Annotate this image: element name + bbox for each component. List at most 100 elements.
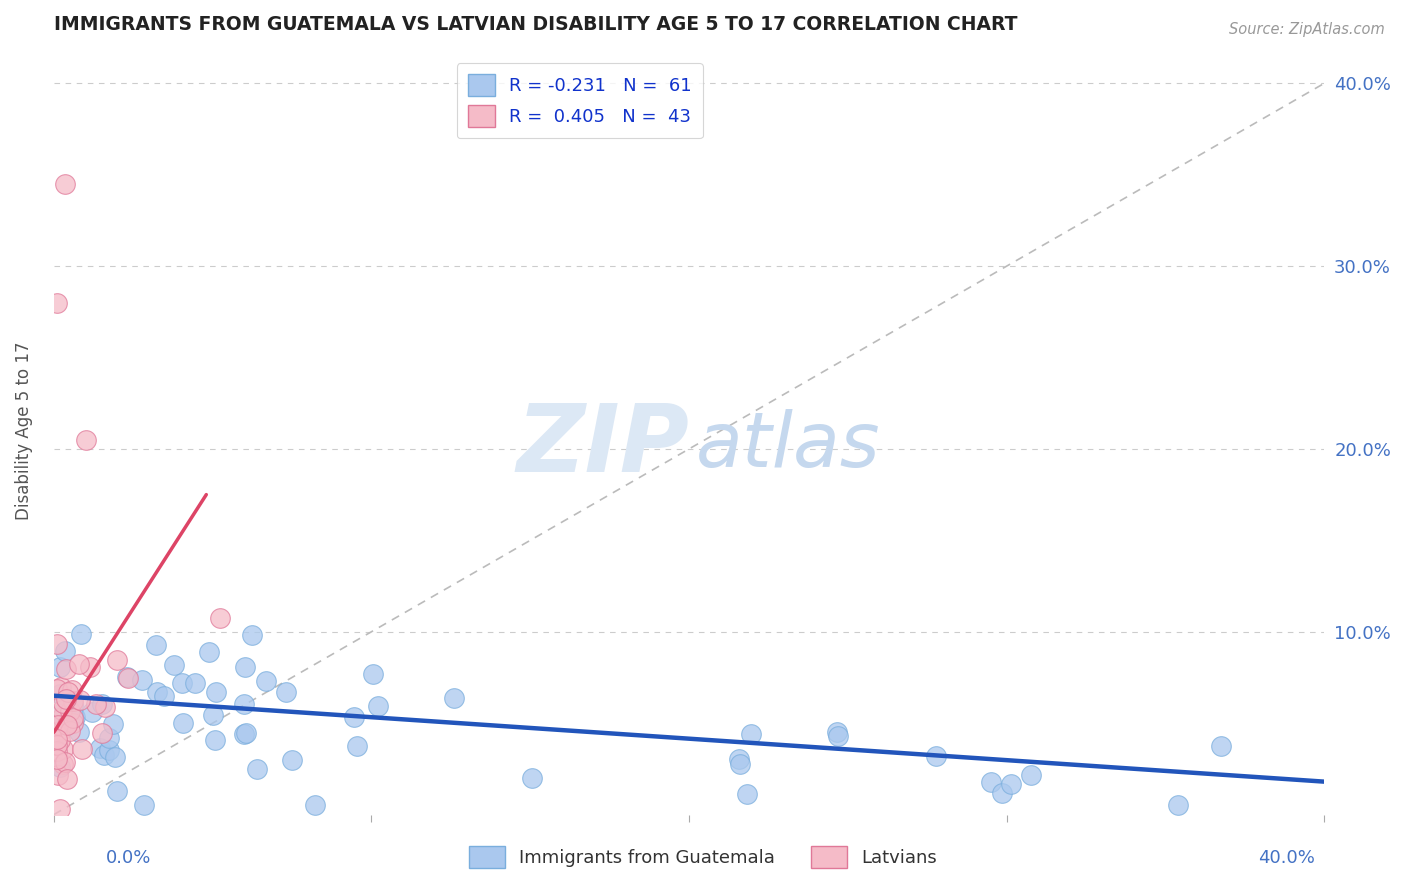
Point bbox=[1019, 767, 1042, 781]
Point bbox=[62, 711, 84, 725]
Text: IMMIGRANTS FROM GUATEMALA VS LATVIAN DISABILITY AGE 5 TO 17 CORRELATION CHART: IMMIGRANTS FROM GUATEMALA VS LATVIAN DIS… bbox=[53, 15, 1018, 34]
Point bbox=[172, 716, 194, 731]
Point bbox=[346, 739, 368, 754]
Point bbox=[59, 724, 82, 739]
Point bbox=[170, 676, 193, 690]
Point bbox=[740, 727, 762, 741]
Point bbox=[49, 706, 72, 721]
Y-axis label: Disability Age 5 to 17: Disability Age 5 to 17 bbox=[15, 342, 32, 520]
Point bbox=[827, 729, 849, 743]
Point bbox=[233, 660, 256, 674]
Legend: R = -0.231   N =  61, R =  0.405   N =  43: R = -0.231 N = 61, R = 0.405 N = 43 bbox=[457, 63, 703, 138]
Point bbox=[48, 726, 70, 740]
Point bbox=[52, 742, 75, 756]
Point bbox=[52, 757, 75, 772]
Point bbox=[80, 705, 103, 719]
Point bbox=[56, 772, 79, 787]
Point bbox=[242, 628, 264, 642]
Point bbox=[101, 717, 124, 731]
Point bbox=[46, 732, 69, 747]
Point bbox=[105, 784, 128, 798]
Point bbox=[63, 709, 86, 723]
Point bbox=[62, 698, 84, 712]
Point bbox=[46, 725, 69, 739]
Point bbox=[104, 749, 127, 764]
Point bbox=[84, 697, 107, 711]
Point bbox=[49, 760, 72, 774]
Point bbox=[131, 673, 153, 687]
Point bbox=[52, 696, 75, 710]
Point bbox=[1167, 798, 1189, 813]
Point bbox=[163, 658, 186, 673]
Point bbox=[343, 710, 366, 724]
Point bbox=[53, 755, 76, 769]
Point bbox=[48, 717, 70, 731]
Point bbox=[67, 724, 90, 739]
Point bbox=[75, 433, 97, 447]
Point bbox=[51, 710, 73, 724]
Point bbox=[94, 700, 117, 714]
Point bbox=[69, 693, 91, 707]
Point bbox=[443, 690, 465, 705]
Text: ZIP: ZIP bbox=[516, 400, 689, 492]
Point bbox=[93, 747, 115, 762]
Point bbox=[49, 680, 72, 694]
Point bbox=[153, 690, 176, 704]
Point bbox=[49, 733, 72, 747]
Point bbox=[46, 744, 69, 758]
Text: atlas: atlas bbox=[696, 409, 880, 483]
Point bbox=[117, 671, 139, 685]
Point bbox=[53, 177, 76, 191]
Point bbox=[60, 682, 83, 697]
Point bbox=[204, 732, 226, 747]
Point bbox=[246, 762, 269, 776]
Point bbox=[145, 638, 167, 652]
Point bbox=[51, 703, 73, 717]
Point bbox=[1211, 739, 1233, 754]
Point bbox=[254, 674, 277, 689]
Point bbox=[991, 787, 1014, 801]
Point bbox=[79, 660, 101, 674]
Point bbox=[727, 752, 749, 766]
Point bbox=[281, 753, 304, 767]
Point bbox=[46, 738, 69, 752]
Point bbox=[55, 692, 77, 706]
Point bbox=[146, 685, 169, 699]
Point bbox=[367, 698, 389, 713]
Point bbox=[825, 724, 848, 739]
Point bbox=[89, 740, 111, 755]
Point bbox=[56, 685, 79, 699]
Point bbox=[97, 742, 120, 756]
Point bbox=[208, 611, 231, 625]
Point bbox=[49, 660, 72, 674]
Point bbox=[46, 681, 69, 696]
Point bbox=[98, 731, 121, 745]
Point bbox=[235, 725, 257, 739]
Point bbox=[980, 775, 1002, 789]
Point bbox=[62, 715, 84, 730]
Point bbox=[48, 802, 70, 816]
Point bbox=[90, 698, 112, 712]
Text: Source: ZipAtlas.com: Source: ZipAtlas.com bbox=[1229, 22, 1385, 37]
Point bbox=[115, 670, 138, 684]
Point bbox=[304, 798, 326, 813]
Point bbox=[46, 752, 69, 766]
Point bbox=[361, 667, 384, 681]
Point bbox=[1000, 777, 1022, 791]
Point bbox=[204, 685, 226, 699]
Point bbox=[70, 742, 93, 756]
Point bbox=[69, 627, 91, 641]
Point bbox=[55, 662, 77, 676]
Point bbox=[49, 687, 72, 701]
Point bbox=[62, 694, 84, 708]
Point bbox=[233, 697, 256, 711]
Text: 0.0%: 0.0% bbox=[105, 849, 150, 867]
Point bbox=[520, 772, 543, 786]
Point bbox=[46, 295, 69, 310]
Point bbox=[184, 676, 207, 690]
Point bbox=[274, 685, 297, 699]
Point bbox=[735, 787, 758, 801]
Point bbox=[198, 645, 221, 659]
Point bbox=[56, 718, 79, 732]
Point bbox=[59, 704, 82, 718]
